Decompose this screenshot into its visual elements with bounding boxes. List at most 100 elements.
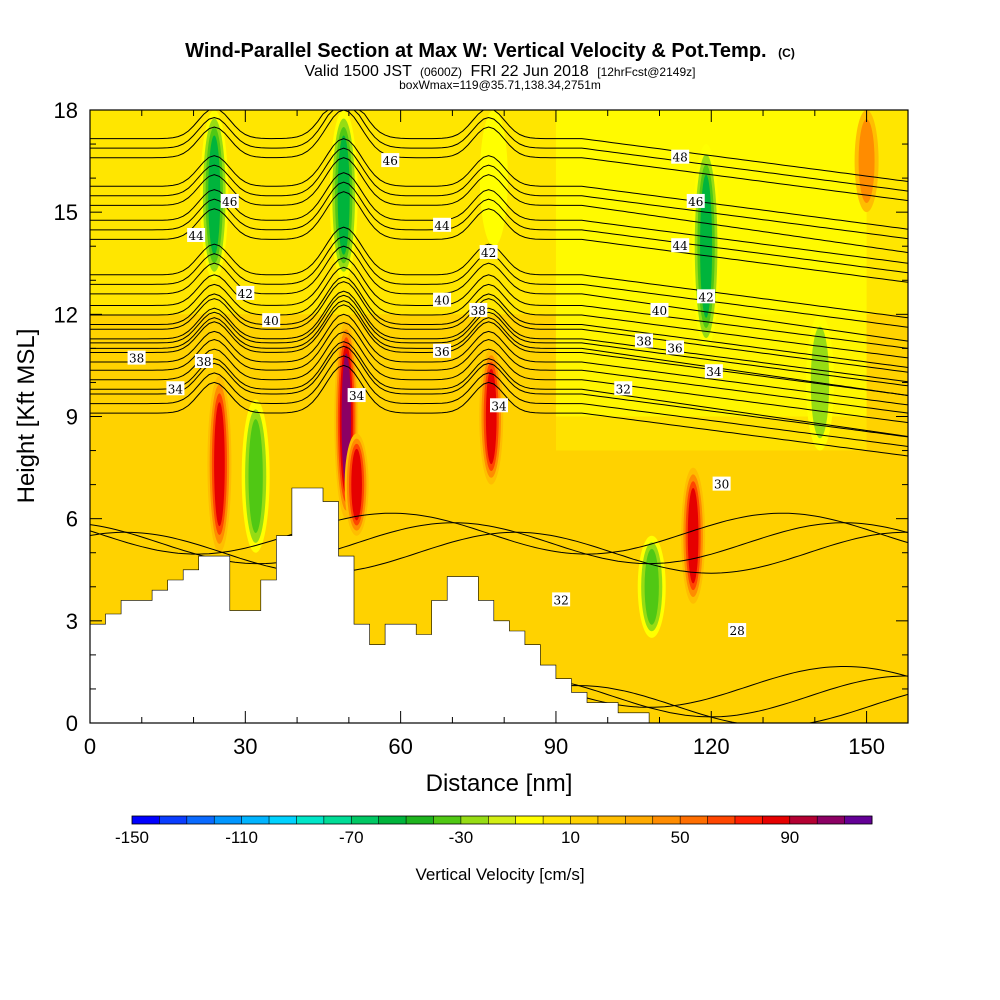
isentrope-line <box>90 345 908 438</box>
colorbar-swatch <box>186 816 215 824</box>
colorbar-tick-label: -70 <box>339 828 364 847</box>
velocity-cell <box>248 419 263 534</box>
isentrope-line <box>90 110 908 192</box>
isentrope-line <box>90 341 908 437</box>
contour-label: 32 <box>614 381 633 396</box>
contour-label-box <box>712 476 731 491</box>
colorbar-title: Vertical Velocity [cm/s] <box>415 865 584 884</box>
contour-label-text: 42 <box>238 287 253 301</box>
contour-label-text: 46 <box>222 195 237 209</box>
isentrope-line <box>90 147 908 240</box>
contour-label-box <box>194 354 213 369</box>
x-tick-label: 150 <box>848 734 885 759</box>
colorbar-tick-label: 90 <box>780 828 799 847</box>
colorbar-tick-label: 50 <box>671 828 690 847</box>
isentrope-line <box>90 364 908 457</box>
colorbar-swatch <box>762 816 791 824</box>
contour-label: 44 <box>187 228 206 243</box>
contour-label: 44 <box>433 217 452 233</box>
contour-label-box <box>433 343 452 358</box>
contour-label: 40 <box>262 313 281 328</box>
terrain-profile <box>90 487 665 723</box>
isentrope-line <box>90 226 908 319</box>
isentrope-line <box>90 294 908 387</box>
isentrope-line <box>90 331 908 424</box>
contour-label: 36 <box>666 340 685 355</box>
contour-label: 42 <box>236 285 255 301</box>
contour-label: 44 <box>671 238 690 253</box>
contour-label-text: 32 <box>616 382 631 396</box>
colorbar-tick-label: -110 <box>225 828 258 847</box>
colorbar-swatch <box>680 816 709 824</box>
colorbar: -150 -110 -70 -30 10 50 90 <box>115 815 873 847</box>
isentrope-line <box>90 257 908 349</box>
colorbar-swatch <box>378 816 407 824</box>
contour-label: 38 <box>634 333 653 349</box>
velocity-cell <box>337 135 350 255</box>
contour-label-box <box>187 228 206 243</box>
colorbar-tick-label: -30 <box>449 828 474 847</box>
contour-label-text: 44 <box>673 239 689 253</box>
contour-label: 38 <box>469 302 488 318</box>
x-tick-label: 0 <box>84 734 96 759</box>
contour-label: 36 <box>433 343 452 359</box>
colorbar-swatch <box>625 816 654 824</box>
isentrope-line <box>90 191 908 283</box>
contour-label-box <box>347 388 366 403</box>
contour-label-text: 28 <box>730 624 745 638</box>
colorbar-swatch <box>488 816 517 824</box>
contour-label-box <box>671 149 690 164</box>
isentrope-line <box>90 321 908 414</box>
y-tick-label: 12 <box>54 302 78 327</box>
contour-label-text: 36 <box>667 341 682 355</box>
chart-title-suffix: (C) <box>778 46 795 60</box>
contour-label-box <box>697 289 716 304</box>
contour-label-box <box>552 592 571 607</box>
x-tick-label: 120 <box>693 734 730 759</box>
contour-label-box <box>479 245 498 260</box>
colorbar-swatch <box>515 816 544 824</box>
contour-label-box <box>686 193 705 208</box>
contour-label-box <box>650 302 669 317</box>
isentrope-line <box>90 110 908 182</box>
contour-label-text: 42 <box>698 290 713 304</box>
y-tick-label: 0 <box>66 711 78 736</box>
colorbar-swatch <box>433 816 462 824</box>
chart-subtitle-fcst: [12hrFcst@2149z] <box>597 65 695 79</box>
contour-label-text: 44 <box>434 219 450 233</box>
contour-label: 34 <box>704 364 723 379</box>
isentrope-line <box>90 313 908 406</box>
isentrope-line <box>90 290 908 383</box>
chart-subtitle-boxwmax: boxWmax=119@35.71,138.34,2751m <box>399 78 601 92</box>
contour-label-box <box>236 285 255 300</box>
colorbar-swatch <box>817 816 846 824</box>
colorbar-swatch <box>269 816 297 824</box>
velocity-cell <box>644 548 659 625</box>
contour-label-text: 34 <box>706 365 722 379</box>
contour-label-text: 34 <box>349 389 365 403</box>
contour-label-box <box>127 350 146 365</box>
contour-label: 28 <box>728 623 747 638</box>
contour-label: 48 <box>671 149 690 165</box>
contour-label-text: 38 <box>471 304 486 318</box>
colorbar-swatch <box>241 816 270 824</box>
contour-label: 34 <box>347 388 366 403</box>
colorbar-swatch <box>707 816 736 824</box>
colorbar-swatch <box>323 816 352 824</box>
isentrope-line <box>90 110 908 202</box>
colorbar-swatch <box>351 816 380 824</box>
isentrope-line <box>90 266 908 359</box>
contour-label: 34 <box>166 381 185 396</box>
colorbar-swatch <box>460 816 489 824</box>
plot-area: 46 44 42 40 38 38 34 46 44 42 40 38 36 34 34 32 30 32 28 48… <box>90 110 908 723</box>
x-tick-label: 60 <box>388 734 412 759</box>
x-axis-title: Distance [nm] <box>426 770 573 797</box>
contour-label-text: 46 <box>688 195 703 209</box>
isentrope-line <box>90 355 908 447</box>
contour-label-box <box>381 153 400 168</box>
x-tick-label: 30 <box>233 734 257 759</box>
isentrope-line <box>90 281 908 373</box>
velocity-cell <box>485 368 497 465</box>
colorbar-swatch <box>159 816 188 824</box>
contour-label-text: 38 <box>636 335 651 349</box>
